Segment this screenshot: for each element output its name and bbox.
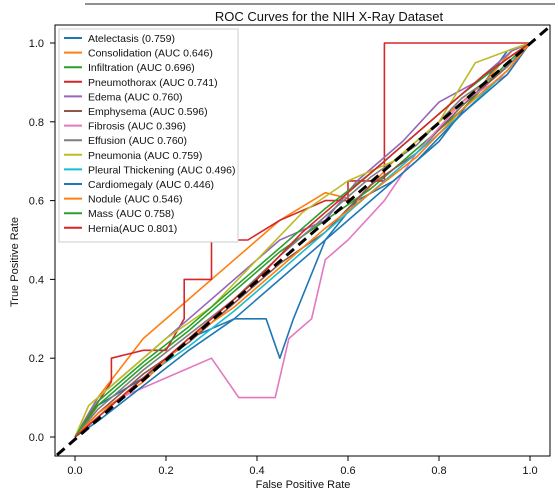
legend-label: Effusion (AUC 0.760) [88, 135, 187, 147]
legend-label: Pneumothorax (AUC 0.741) [88, 77, 218, 89]
series-line-8 [74, 42, 531, 438]
diagonal-dashed-line [56, 26, 549, 457]
legend-label: Pneumonia (AUC 0.759) [88, 150, 202, 162]
series-line-7 [74, 42, 531, 438]
series-line-9 [74, 42, 531, 438]
x-tick-label: 0.8 [431, 465, 446, 477]
y-tick-label: 0.0 [29, 432, 44, 444]
y-tick-label: 0.2 [29, 353, 44, 365]
legend: Atelectasis (0.759) Consolidation (AUC 0.… [58, 28, 239, 243]
x-tick-label: 0.4 [249, 465, 264, 477]
series-line-11 [74, 42, 531, 438]
legend-label: Fibrosis (AUC 0.396) [88, 121, 186, 133]
x-tick-label: 1.0 [522, 465, 537, 477]
legend-label: Edema (AUC 0.760) [88, 91, 183, 103]
legend-label: Atelectasis (0.759) [88, 33, 175, 45]
x-tick-label: 0.6 [340, 465, 355, 477]
y-axis-title: True Positive Rate [9, 217, 21, 307]
legend-label: Mass (AUC 0.758) [88, 208, 174, 220]
chart-title: ROC Curves for the NIH X-Ray Dataset [215, 9, 444, 24]
series-line-14 [74, 42, 531, 438]
legend-label: Emphysema (AUC 0.596) [88, 106, 208, 118]
x-axis-title: False Positive Rate [256, 479, 351, 491]
legend-label: Hernia(AUC 0.801) [88, 223, 177, 235]
legend-box [58, 28, 239, 243]
x-tick-label: 0.2 [158, 465, 173, 477]
legend-label: Pleural Thickening (AUC 0.496) [88, 164, 235, 176]
legend-label: Cardiomegaly (AUC 0.446) [88, 179, 214, 191]
legend-label: Nodule (AUC 0.546) [88, 194, 183, 206]
y-tick-label: 1.0 [29, 38, 44, 50]
x-axis-ticks: 0.0 0.2 0.4 0.6 0.8 1.0 [67, 456, 538, 477]
y-tick-label: 0.6 [29, 196, 44, 208]
legend-label: Consolidation (AUC 0.646) [88, 48, 213, 60]
x-tick-label: 0.0 [67, 465, 82, 477]
y-tick-label: 0.4 [29, 274, 44, 286]
y-axis-ticks: 0.0 0.2 0.4 0.6 0.8 1.0 [29, 38, 55, 444]
legend-label: Infiltration (AUC 0.696) [88, 62, 195, 74]
y-tick-label: 0.8 [29, 117, 44, 129]
